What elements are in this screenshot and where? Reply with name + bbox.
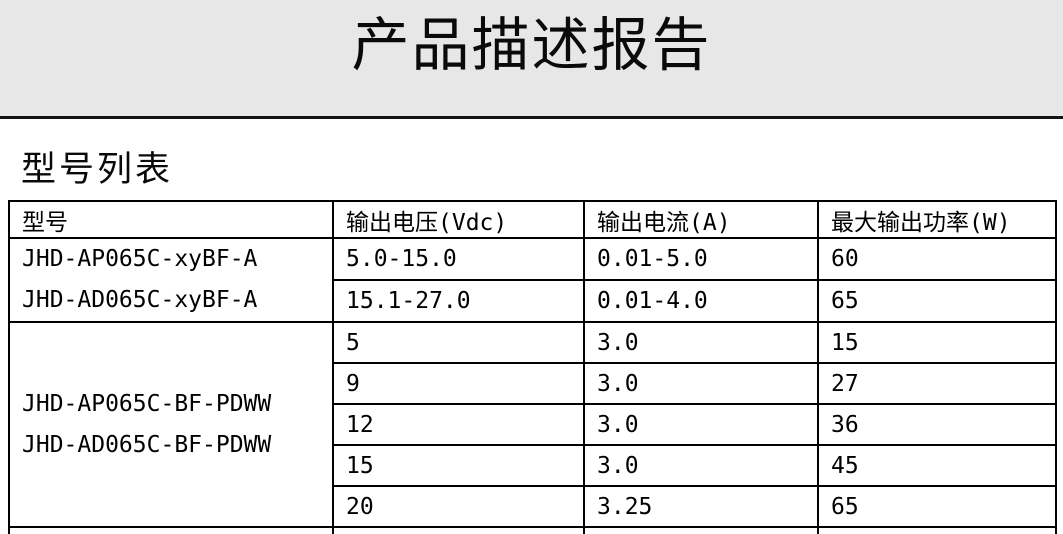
- model-line: JHD-AD065C-BF-PDWW: [22, 431, 272, 458]
- power-cell: 65: [817, 279, 1057, 323]
- power-cell: 36: [817, 403, 1057, 446]
- current-cell: [583, 526, 819, 534]
- model-line: JHD-AP065C-BF-PDWW: [22, 390, 272, 417]
- table-row: 20 3.25 65: [9, 485, 1057, 528]
- table-row: 15.1-27.0 0.01-4.0 65: [9, 279, 1057, 323]
- current-cell: 0.01-4.0: [583, 279, 819, 323]
- current-cell: 3.0: [583, 321, 819, 364]
- voltage-cell: 5: [332, 321, 585, 364]
- power-cell: 15: [817, 321, 1057, 364]
- section-heading: 型号列表: [21, 150, 174, 190]
- model-cell-group2: JHD-AP065C-BF-PDWW JHD-AD065C-BF-PDWW: [8, 321, 334, 528]
- voltage-cell: 9: [332, 362, 585, 405]
- table-row: JHD-AP065C-BF-PDWW JHD-AD065C-BF-PDWW 5 …: [8, 321, 1057, 528]
- header-power: 最大输出功率(W): [817, 200, 1057, 239]
- model-cell: [8, 526, 334, 534]
- table-row: 9 3.0 27: [9, 362, 1057, 405]
- table-row: 15 3.0 45: [9, 444, 1057, 487]
- model-line: JHD-AP065C-xyBF-A: [22, 246, 258, 272]
- voltage-cell: 15.1-27.0: [332, 279, 585, 323]
- voltage-cell: 12: [332, 403, 585, 446]
- header-current: 输出电流(A): [583, 200, 819, 239]
- power-cell: [817, 526, 1057, 534]
- page-title: 产品描述报告: [351, 11, 712, 79]
- models-table: 型号 输出电压(Vdc) 输出电流(A) 最大输出功率(W) JHD-AP065…: [8, 200, 1057, 534]
- table-row: JHD-AP065C-xyBF-A JHD-AD065C-xyBF-A 5.0-…: [8, 237, 1057, 323]
- table-row: 12 3.0 36: [9, 403, 1057, 446]
- current-cell: 0.01-5.0: [583, 237, 819, 281]
- title-band: 产品描述报告: [0, 0, 1063, 119]
- voltage-cell: 5.0-15.0: [332, 237, 585, 281]
- voltage-cell: 20: [332, 485, 585, 528]
- power-cell: 45: [817, 444, 1057, 487]
- power-cell: 27: [817, 362, 1057, 405]
- table-header-row: 型号 输出电压(Vdc) 输出电流(A) 最大输出功率(W): [8, 200, 1057, 239]
- current-cell: 3.0: [583, 362, 819, 405]
- header-voltage: 输出电压(Vdc): [332, 200, 585, 239]
- voltage-cell: [332, 526, 585, 534]
- voltage-cell: 15: [332, 444, 585, 487]
- table-row-partial: [8, 526, 1057, 534]
- header-model: 型号: [8, 200, 334, 239]
- model-cell-group1: JHD-AP065C-xyBF-A JHD-AD065C-xyBF-A: [8, 237, 334, 323]
- power-cell: 65: [817, 485, 1057, 528]
- power-cell: 60: [817, 237, 1057, 281]
- model-line: JHD-AD065C-xyBF-A: [22, 287, 258, 313]
- current-cell: 3.0: [583, 444, 819, 487]
- current-cell: 3.25: [583, 485, 819, 528]
- current-cell: 3.0: [583, 403, 819, 446]
